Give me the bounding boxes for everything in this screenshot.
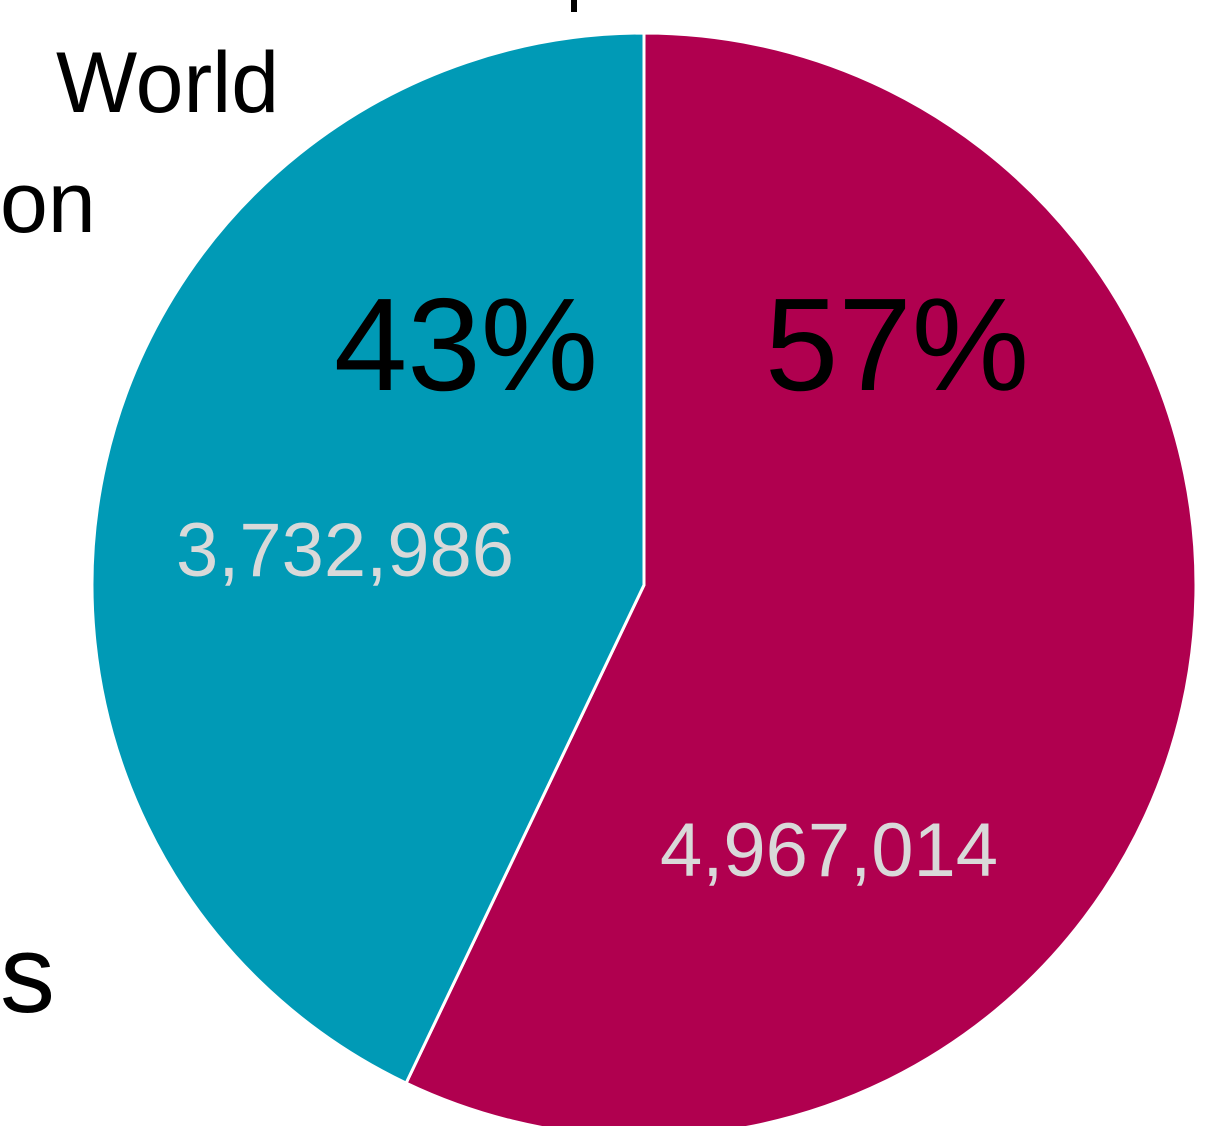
percent-label-1: 43% (334, 271, 598, 418)
title-fragment-on: on (0, 155, 96, 251)
pie-slice-0 (404, 31, 1198, 1126)
legend-fragment-s: s (0, 913, 55, 1036)
pie-slice-1 (90, 31, 646, 1086)
percent-label-0: 57% (765, 271, 1029, 418)
title-fragment-world: World (56, 35, 280, 131)
value-label-0: 4,967,014 (660, 808, 998, 893)
value-label-1: 3,732,986 (176, 508, 514, 593)
title-fragment-top-tick (571, 0, 577, 12)
